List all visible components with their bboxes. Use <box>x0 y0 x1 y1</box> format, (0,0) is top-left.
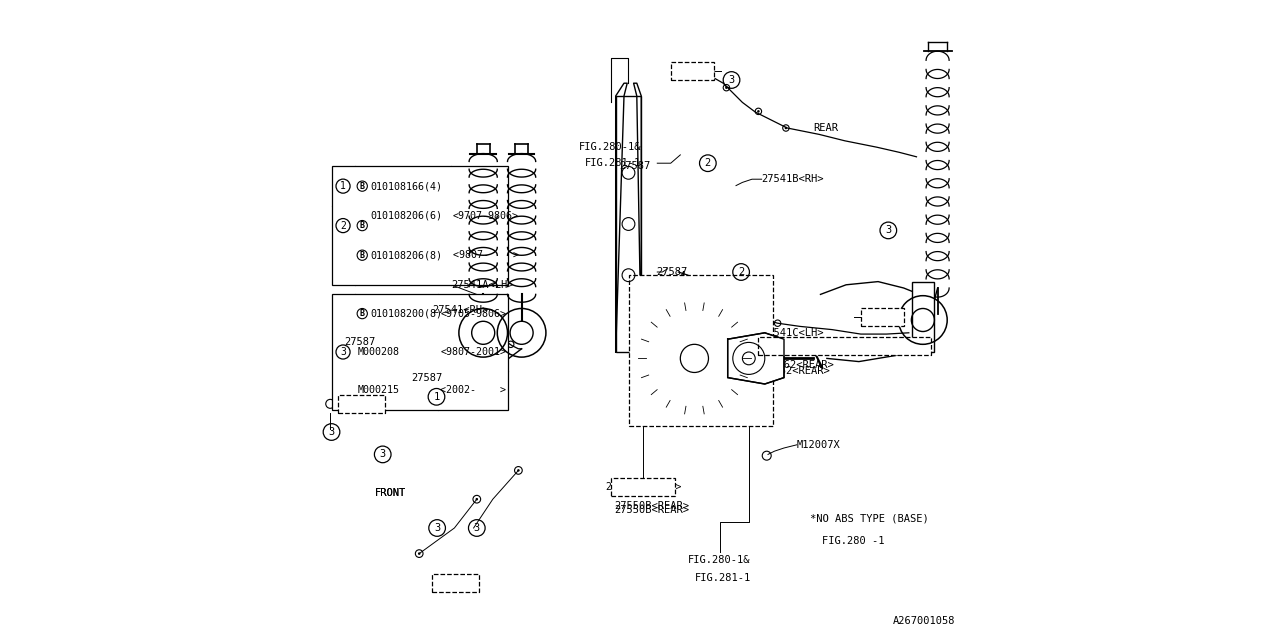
Text: 27543: 27543 <box>440 578 471 588</box>
Bar <box>332 294 507 410</box>
Text: 3: 3 <box>474 523 480 533</box>
Circle shape <box>517 469 520 472</box>
Text: 27587: 27587 <box>620 161 650 172</box>
Bar <box>612 478 676 496</box>
Text: 3: 3 <box>340 347 346 357</box>
Text: 27587: 27587 <box>412 372 443 383</box>
Text: 2: 2 <box>705 158 710 168</box>
Text: FIG.280-1&: FIG.280-1& <box>579 142 641 152</box>
Text: 27550A<FRONT>: 27550A<FRONT> <box>605 482 681 492</box>
Text: 28462<REAR>: 28462<REAR> <box>765 360 833 370</box>
Circle shape <box>646 310 742 406</box>
Text: FIG.280-1&: FIG.280-1& <box>689 555 750 565</box>
Circle shape <box>758 110 760 113</box>
Text: 3: 3 <box>434 523 440 533</box>
Circle shape <box>681 344 709 372</box>
Text: 2: 2 <box>739 267 744 277</box>
Text: 3: 3 <box>728 75 735 85</box>
Bar <box>630 275 773 426</box>
Text: 27541<RH>: 27541<RH> <box>433 305 488 316</box>
Bar <box>389 344 399 353</box>
Text: 27550B<REAR>: 27550B<REAR> <box>614 500 690 511</box>
Polygon shape <box>616 96 641 352</box>
Circle shape <box>417 552 420 555</box>
Text: 3: 3 <box>329 427 334 437</box>
Text: M000215: M000215 <box>358 385 399 396</box>
Text: B: B <box>360 251 365 260</box>
Text: 27587: 27587 <box>344 337 375 348</box>
Text: <9707-9806>: <9707-9806> <box>453 211 520 221</box>
Bar <box>332 166 507 285</box>
Circle shape <box>724 86 727 89</box>
Bar <box>671 62 714 80</box>
Text: 3: 3 <box>886 225 891 236</box>
Bar <box>365 357 375 365</box>
Text: <2002-    >: <2002- > <box>440 385 507 396</box>
Text: 27587: 27587 <box>657 267 687 277</box>
Text: REAR: REAR <box>813 123 838 133</box>
Text: 27550B<REAR>: 27550B<REAR> <box>614 505 690 515</box>
Text: FRONT: FRONT <box>375 488 406 498</box>
Text: M000208: M000208 <box>358 347 399 357</box>
Text: 2: 2 <box>340 221 346 230</box>
Bar <box>338 395 384 413</box>
Text: 27541C<LH>: 27541C<LH> <box>762 328 824 338</box>
Text: B: B <box>360 221 365 230</box>
Text: <9807-2001>: <9807-2001> <box>440 347 507 357</box>
Text: FIG.281-1: FIG.281-1 <box>585 158 641 168</box>
Text: 27541B<RH>: 27541B<RH> <box>762 174 824 184</box>
Text: 27543: 27543 <box>346 399 376 409</box>
Circle shape <box>476 498 479 500</box>
Circle shape <box>406 343 411 348</box>
Text: *NO ABS TYPE (BASE): *NO ABS TYPE (BASE) <box>810 513 928 524</box>
Polygon shape <box>728 333 783 384</box>
Text: <9705-9806>: <9705-9806> <box>440 308 507 319</box>
Bar <box>860 308 904 326</box>
Circle shape <box>785 127 787 129</box>
Text: 28365: 28365 <box>699 312 730 322</box>
Circle shape <box>430 343 435 348</box>
Text: M12007X: M12007X <box>796 440 841 450</box>
Text: 1: 1 <box>434 392 439 402</box>
Bar <box>415 355 425 364</box>
Text: 010108206(8): 010108206(8) <box>370 250 442 260</box>
Text: 1: 1 <box>340 181 346 191</box>
Text: 010108200(8): 010108200(8) <box>370 308 442 319</box>
Text: 28462<REAR>: 28462<REAR> <box>762 366 831 376</box>
Text: B: B <box>360 182 365 191</box>
Text: 010108206(6): 010108206(6) <box>370 211 442 221</box>
Text: FIG.280 -1: FIG.280 -1 <box>823 536 884 546</box>
Bar <box>759 337 932 355</box>
Text: A267001058: A267001058 <box>892 616 955 626</box>
Text: FIG.281-1: FIG.281-1 <box>694 573 750 583</box>
Text: <9807-    >: <9807- > <box>453 250 520 260</box>
Text: 3: 3 <box>380 449 385 460</box>
Text: 27541A<LH>: 27541A<LH> <box>452 280 513 290</box>
Text: 27543: 27543 <box>867 312 899 323</box>
Text: 27543: 27543 <box>677 66 708 76</box>
Polygon shape <box>911 282 934 352</box>
Text: 010108166(4): 010108166(4) <box>370 181 442 191</box>
Text: B: B <box>360 309 365 318</box>
Text: FRONT: FRONT <box>375 488 406 498</box>
Text: 28362<FRONT>(2002- FIG.280): 28362<FRONT>(2002- FIG.280) <box>762 341 920 351</box>
Circle shape <box>375 349 380 355</box>
Bar <box>433 574 479 592</box>
Circle shape <box>355 386 360 391</box>
